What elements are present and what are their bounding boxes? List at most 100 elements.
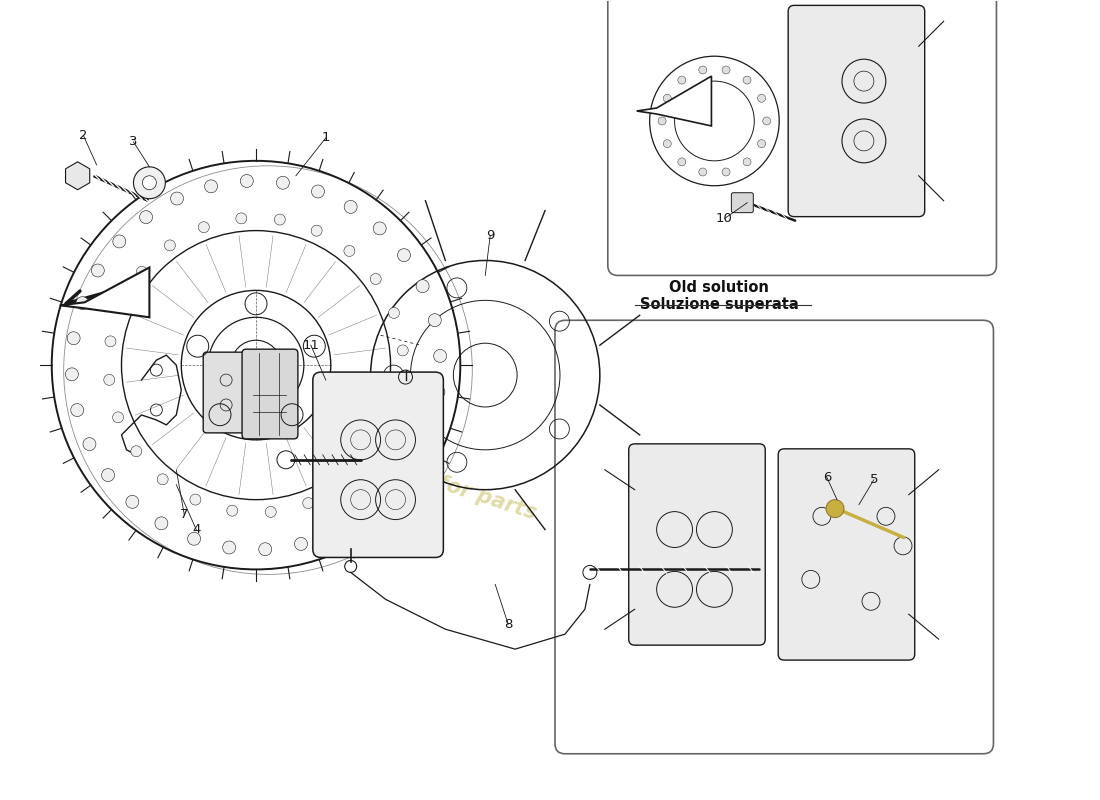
Circle shape xyxy=(433,350,447,362)
Circle shape xyxy=(744,158,751,166)
FancyBboxPatch shape xyxy=(629,444,766,645)
Circle shape xyxy=(826,500,844,518)
Circle shape xyxy=(265,506,276,518)
Circle shape xyxy=(397,345,408,356)
Circle shape xyxy=(103,374,114,386)
Polygon shape xyxy=(637,76,712,126)
Circle shape xyxy=(722,168,730,176)
Circle shape xyxy=(758,140,766,148)
Circle shape xyxy=(205,180,218,193)
Circle shape xyxy=(82,438,96,450)
Circle shape xyxy=(371,274,382,285)
Circle shape xyxy=(344,246,355,257)
Circle shape xyxy=(170,192,184,205)
Text: 8: 8 xyxy=(504,618,513,630)
Circle shape xyxy=(113,235,125,248)
Circle shape xyxy=(722,66,730,74)
Text: 10: 10 xyxy=(716,212,733,225)
Circle shape xyxy=(136,266,147,278)
Circle shape xyxy=(101,469,114,482)
Circle shape xyxy=(762,117,771,125)
Circle shape xyxy=(663,94,671,102)
Text: 6: 6 xyxy=(823,471,832,484)
Circle shape xyxy=(222,541,235,554)
FancyBboxPatch shape xyxy=(789,6,925,217)
Circle shape xyxy=(428,314,441,326)
Text: a passion for parts: a passion for parts xyxy=(322,436,539,523)
Circle shape xyxy=(164,240,175,251)
Circle shape xyxy=(311,185,324,198)
Circle shape xyxy=(112,412,123,423)
Text: Old solution: Old solution xyxy=(670,280,769,295)
FancyBboxPatch shape xyxy=(312,372,443,558)
Text: 9: 9 xyxy=(486,229,494,242)
Circle shape xyxy=(235,213,246,224)
Text: 11: 11 xyxy=(302,338,319,352)
Circle shape xyxy=(432,386,444,398)
Circle shape xyxy=(198,222,209,233)
Circle shape xyxy=(133,167,165,198)
Circle shape xyxy=(125,495,139,508)
Circle shape xyxy=(155,517,168,530)
Circle shape xyxy=(131,446,142,457)
Polygon shape xyxy=(59,267,150,318)
FancyBboxPatch shape xyxy=(556,320,993,754)
Text: 5: 5 xyxy=(870,474,878,486)
Circle shape xyxy=(157,474,168,485)
Circle shape xyxy=(117,299,128,310)
Text: 7: 7 xyxy=(180,508,188,521)
Circle shape xyxy=(408,454,420,466)
Circle shape xyxy=(373,222,386,235)
FancyBboxPatch shape xyxy=(778,449,915,660)
Text: 1: 1 xyxy=(321,131,330,145)
FancyBboxPatch shape xyxy=(204,352,249,433)
Circle shape xyxy=(329,526,341,538)
Circle shape xyxy=(311,225,322,236)
Circle shape xyxy=(344,201,358,214)
FancyBboxPatch shape xyxy=(242,349,298,439)
Circle shape xyxy=(274,214,285,225)
Circle shape xyxy=(67,332,80,345)
Circle shape xyxy=(240,174,253,187)
Polygon shape xyxy=(66,162,90,190)
Circle shape xyxy=(388,307,399,318)
Circle shape xyxy=(140,210,153,224)
Circle shape xyxy=(188,532,200,546)
Circle shape xyxy=(365,453,376,464)
Text: 4: 4 xyxy=(192,523,200,536)
Circle shape xyxy=(744,76,751,84)
Text: Soluzione superata: Soluzione superata xyxy=(640,298,799,312)
Circle shape xyxy=(758,94,766,102)
Circle shape xyxy=(663,140,671,148)
Circle shape xyxy=(337,479,348,490)
Circle shape xyxy=(698,66,707,74)
Circle shape xyxy=(396,383,407,394)
Circle shape xyxy=(397,249,410,262)
Circle shape xyxy=(276,176,289,190)
Circle shape xyxy=(142,176,156,190)
FancyBboxPatch shape xyxy=(732,193,754,213)
Circle shape xyxy=(227,506,238,516)
Circle shape xyxy=(258,542,272,556)
Circle shape xyxy=(360,506,373,519)
Circle shape xyxy=(70,404,84,417)
Circle shape xyxy=(302,498,313,509)
Circle shape xyxy=(76,297,89,310)
Circle shape xyxy=(190,494,201,505)
FancyBboxPatch shape xyxy=(608,0,997,275)
Circle shape xyxy=(678,158,685,166)
Text: 2: 2 xyxy=(79,130,88,142)
Circle shape xyxy=(65,368,78,381)
Text: 3: 3 xyxy=(129,135,138,148)
Text: EPC: EPC xyxy=(884,31,968,70)
Circle shape xyxy=(104,336,116,347)
Circle shape xyxy=(385,420,396,431)
Circle shape xyxy=(658,117,667,125)
Circle shape xyxy=(91,264,104,277)
Circle shape xyxy=(424,421,436,434)
Circle shape xyxy=(698,168,707,176)
Circle shape xyxy=(295,538,308,550)
Circle shape xyxy=(386,482,399,495)
Circle shape xyxy=(416,280,429,293)
Circle shape xyxy=(678,76,685,84)
